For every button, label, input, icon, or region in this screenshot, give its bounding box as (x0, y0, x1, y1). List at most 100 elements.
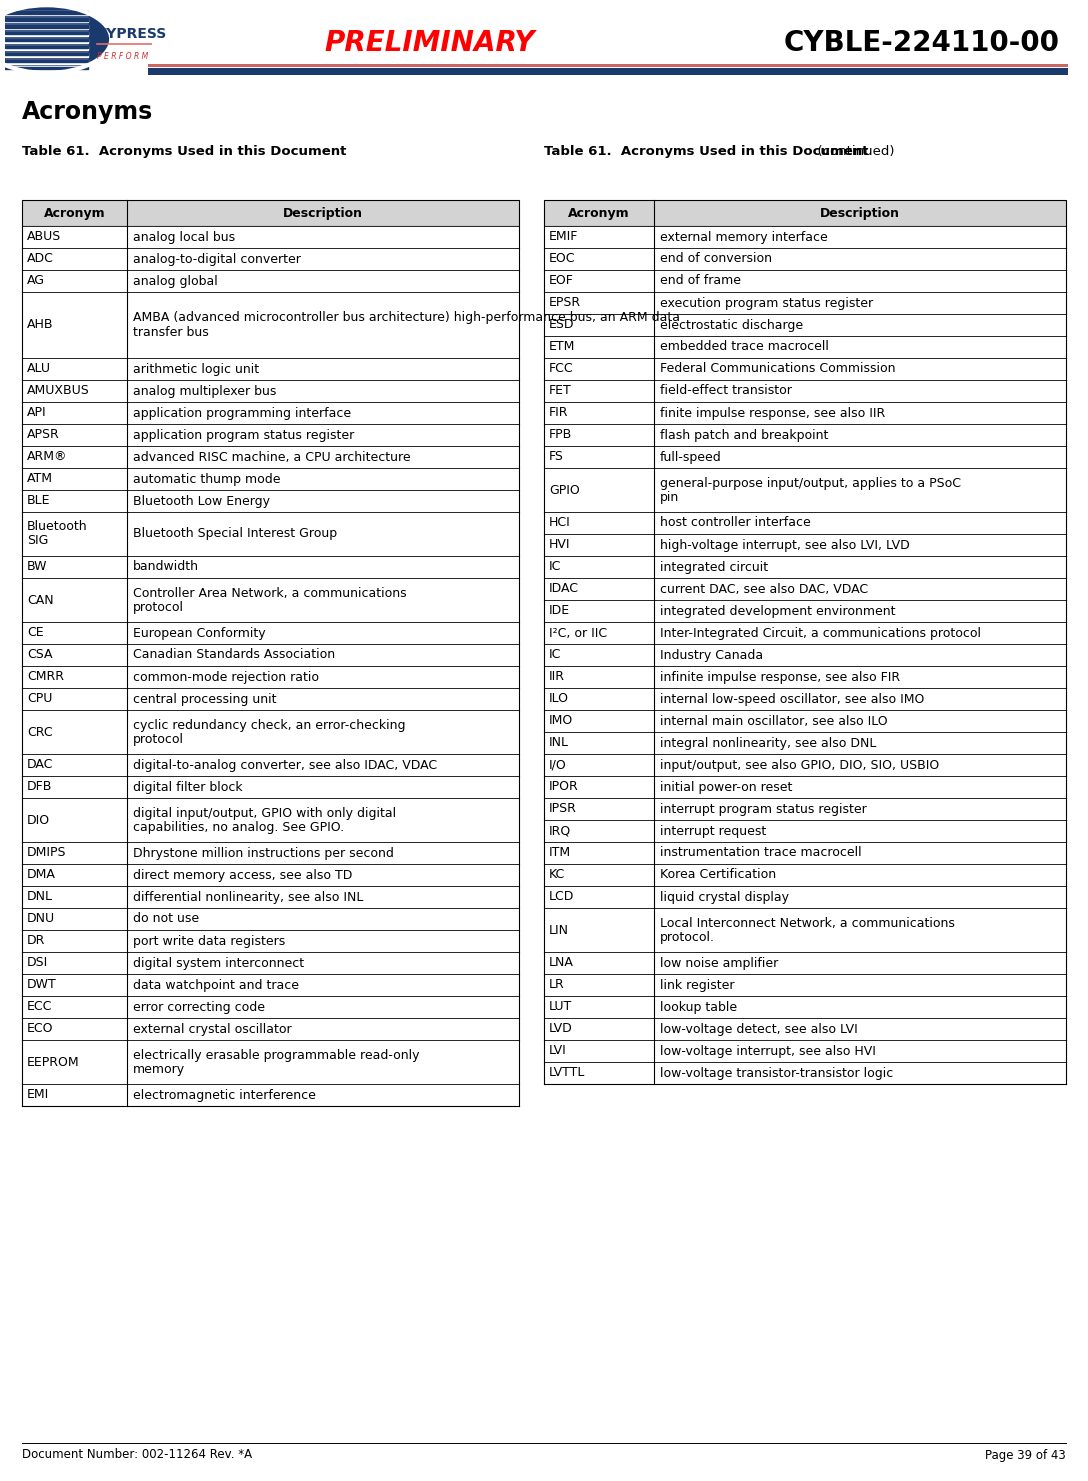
Bar (22, 754, 519, 776)
Bar (5, 12, 88, 13)
Bar (22, 512, 519, 555)
Text: Description: Description (283, 206, 363, 219)
Text: general-purpose input/output, applies to a PSoC: general-purpose input/output, applies to… (660, 477, 961, 490)
Text: Inter-Integrated Circuit, a communications protocol: Inter-Integrated Circuit, a communicatio… (660, 626, 981, 640)
Text: analog global: analog global (133, 274, 218, 287)
Text: ITM: ITM (549, 847, 571, 859)
Bar (22, 227, 519, 247)
Text: IRQ: IRQ (549, 825, 571, 837)
Text: IPOR: IPOR (549, 780, 579, 794)
Text: cyclic redundancy check, an error-checking: cyclic redundancy check, an error-checki… (133, 718, 406, 732)
Text: ABUS: ABUS (27, 231, 61, 243)
Text: I²C, or IIC: I²C, or IIC (549, 626, 607, 640)
Text: ECC: ECC (27, 1001, 52, 1013)
Text: Controller Area Network, a communications: Controller Area Network, a communication… (133, 586, 407, 600)
Text: Description: Description (820, 206, 900, 219)
Text: host controller interface: host controller interface (660, 517, 811, 530)
Text: liquid crystal display: liquid crystal display (660, 890, 789, 903)
Bar (544, 292, 1066, 314)
Text: PRELIMINARY: PRELIMINARY (324, 30, 535, 56)
Text: IMO: IMO (549, 714, 573, 727)
Bar (22, 666, 519, 689)
Text: Acronym: Acronym (568, 206, 630, 219)
Text: end of conversion: end of conversion (660, 252, 772, 265)
Text: LVD: LVD (549, 1022, 572, 1035)
Bar (544, 227, 1066, 247)
Text: internal low-speed oscillator, see also IMO: internal low-speed oscillator, see also … (660, 693, 925, 705)
Text: GPIO: GPIO (549, 483, 580, 496)
Text: low-voltage interrupt, see also HVI: low-voltage interrupt, see also HVI (660, 1044, 876, 1057)
Text: FS: FS (549, 450, 564, 464)
Text: transfer bus: transfer bus (133, 326, 209, 339)
Text: DWT: DWT (27, 979, 57, 991)
Bar (22, 997, 519, 1017)
Text: electrostatic discharge: electrostatic discharge (660, 318, 803, 332)
Text: ATM: ATM (27, 472, 53, 486)
Text: external memory interface: external memory interface (660, 231, 828, 243)
Bar (22, 446, 519, 468)
Text: EPSR: EPSR (549, 296, 581, 310)
Text: arithmetic logic unit: arithmetic logic unit (133, 363, 259, 376)
Bar (544, 644, 1066, 666)
Text: AMUXBUS: AMUXBUS (27, 385, 89, 397)
Text: HVI: HVI (549, 539, 570, 551)
Text: INL: INL (549, 736, 569, 749)
Text: instrumentation trace macrocell: instrumentation trace macrocell (660, 847, 862, 859)
Bar (544, 886, 1066, 908)
Text: CYPRESS: CYPRESS (97, 27, 166, 40)
Bar (22, 644, 519, 666)
Text: ESD: ESD (549, 318, 574, 332)
Bar (22, 401, 519, 424)
Text: EOF: EOF (549, 274, 573, 287)
Bar (22, 952, 519, 974)
Bar (22, 930, 519, 952)
Bar (5, 31, 88, 36)
Bar (22, 776, 519, 798)
Text: integrated development environment: integrated development environment (660, 604, 895, 618)
Text: APSR: APSR (27, 428, 60, 441)
Text: capabilities, no analog. See GPIO.: capabilities, no analog. See GPIO. (133, 820, 344, 834)
Text: protocol: protocol (133, 733, 184, 745)
Text: BLE: BLE (27, 495, 50, 508)
Text: advanced RISC machine, a CPU architecture: advanced RISC machine, a CPU architectur… (133, 450, 410, 464)
Text: IC: IC (549, 649, 561, 662)
Text: Document Number: 002-11264 Rev. *A: Document Number: 002-11264 Rev. *A (22, 1448, 252, 1462)
Text: ARM®: ARM® (27, 450, 67, 464)
Bar (544, 446, 1066, 468)
Text: application programming interface: application programming interface (133, 406, 351, 419)
Text: analog multiplexer bus: analog multiplexer bus (133, 385, 276, 397)
Text: EMIF: EMIF (549, 231, 579, 243)
Text: lookup table: lookup table (660, 1001, 738, 1013)
Text: Acronyms: Acronyms (22, 101, 153, 124)
Bar (148, 64, 1068, 67)
Text: interrupt request: interrupt request (660, 825, 766, 837)
Text: HCI: HCI (549, 517, 571, 530)
Bar (544, 952, 1066, 974)
Text: full-speed: full-speed (660, 450, 721, 464)
Bar (544, 820, 1066, 843)
Text: electromagnetic interference: electromagnetic interference (133, 1089, 316, 1102)
Bar (544, 578, 1066, 600)
Text: Acronym: Acronym (44, 206, 106, 219)
Bar (22, 578, 519, 622)
Bar (544, 622, 1066, 644)
Text: field‑effect transistor: field‑effect transistor (660, 385, 792, 397)
Bar (22, 381, 519, 401)
Text: CMRR: CMRR (27, 671, 64, 684)
Text: CYBLE-224110-00: CYBLE-224110-00 (784, 30, 1060, 56)
Bar (544, 843, 1066, 863)
Text: ALU: ALU (27, 363, 51, 376)
Bar (544, 798, 1066, 820)
Bar (544, 247, 1066, 270)
Bar (544, 200, 1066, 227)
Text: error correcting code: error correcting code (133, 1001, 265, 1013)
Bar (5, 25, 88, 28)
Bar (22, 270, 519, 292)
Bar (544, 336, 1066, 358)
Bar (5, 33, 88, 34)
Text: Bluetooth Low Energy: Bluetooth Low Energy (133, 495, 270, 508)
Text: automatic thump mode: automatic thump mode (133, 472, 281, 486)
Bar (544, 600, 1066, 622)
Bar (5, 53, 88, 55)
Text: Federal Communications Commission: Federal Communications Commission (660, 363, 895, 376)
